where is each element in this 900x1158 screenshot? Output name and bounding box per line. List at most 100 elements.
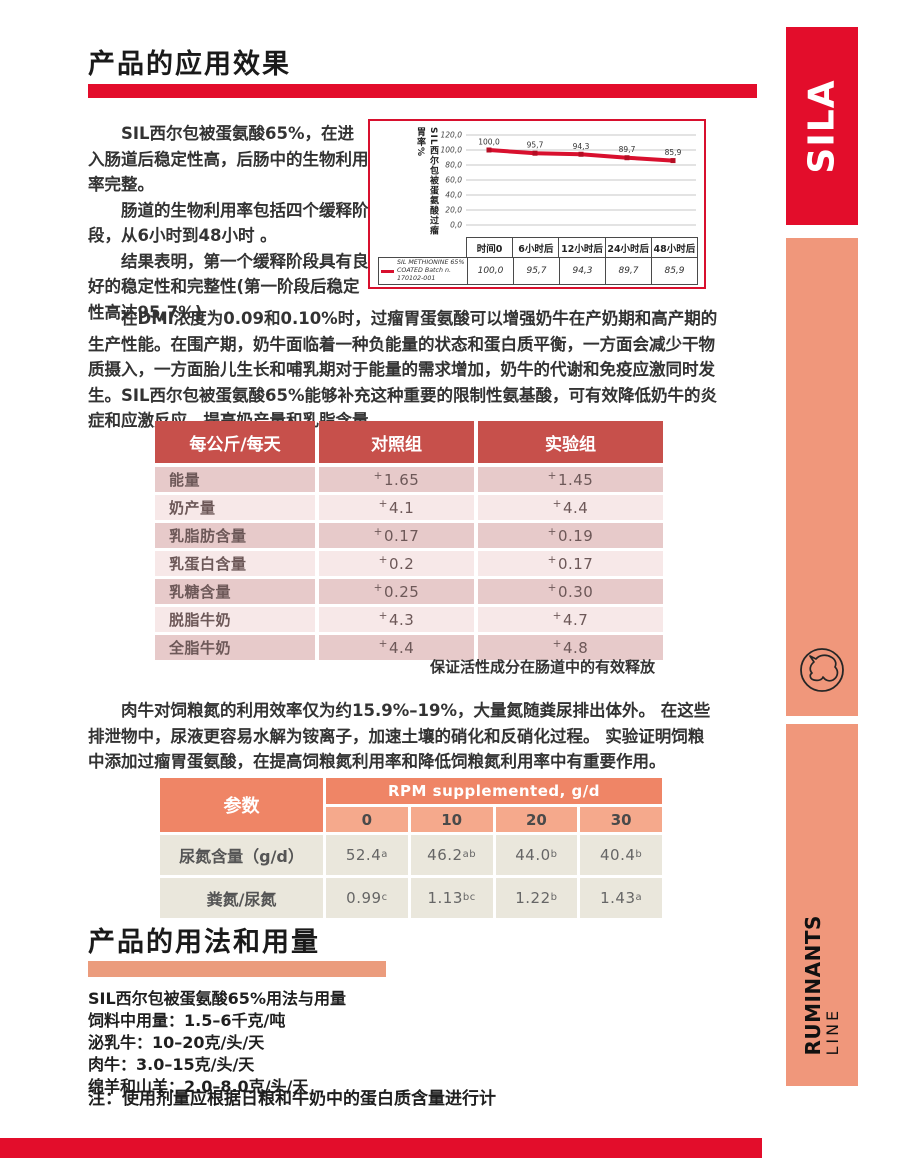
legend-label: SIL METHIONINE 65% COATED Batch n. 17010… bbox=[397, 259, 465, 282]
page-title: 产品的应用效果 bbox=[88, 49, 291, 80]
usage-block: SIL西尔包被蛋氨酸65%用法与用量 饲料中用量：1.5–6千克/吨 泌乳牛：1… bbox=[88, 988, 346, 1098]
intro-line-2: 肠道的生物利用率包括四个缓释阶段，从6小时到48小时 。 bbox=[88, 200, 369, 246]
chart-category-row: 时间0 6小时后 12小时后 24小时后 48小时后 bbox=[466, 237, 698, 258]
sidebar-strip-top bbox=[786, 238, 858, 716]
row-value: +0.19 bbox=[478, 523, 663, 548]
row-value: +1.45 bbox=[478, 467, 663, 492]
row-value: +0.25 bbox=[319, 579, 474, 604]
row-label: 全脂牛奶 bbox=[155, 635, 315, 660]
brand-label: SILA bbox=[801, 78, 843, 174]
row-value: +4.4 bbox=[478, 495, 663, 520]
row-value: +0.17 bbox=[319, 523, 474, 548]
sidebar-brand-tab: SILA bbox=[786, 27, 858, 225]
svg-text:120,0: 120,0 bbox=[441, 131, 463, 140]
chart-legend-row: SIL METHIONINE 65% COATED Batch n. 17010… bbox=[378, 257, 698, 285]
chart-category: 12小时后 bbox=[559, 238, 605, 257]
svg-text:80,0: 80,0 bbox=[445, 161, 462, 170]
svg-text:60,0: 60,0 bbox=[445, 176, 462, 185]
row-value: +4.4 bbox=[319, 635, 474, 660]
svg-text:89,7: 89,7 bbox=[619, 145, 636, 154]
row-label: 乳糖含量 bbox=[155, 579, 315, 604]
svg-text:94,3: 94,3 bbox=[573, 142, 590, 151]
intro-paragraph: SIL西尔包被蛋氨酸65%，在进入肠道后稳定性高，后肠中的生物利用率完整。 肠道… bbox=[88, 121, 370, 326]
chart-value: 85,9 bbox=[652, 258, 697, 284]
row-value: 44.0 b bbox=[495, 835, 578, 875]
svg-text:85,9: 85,9 bbox=[665, 148, 682, 157]
row-value: +0.17 bbox=[478, 551, 663, 576]
row-label: 奶产量 bbox=[155, 495, 315, 520]
row-label: 能量 bbox=[155, 467, 315, 492]
usage-line: 肉牛：3.0–15克/头/天 bbox=[88, 1055, 255, 1074]
row-value: 40.4 b bbox=[580, 835, 662, 875]
title-underline-bar bbox=[88, 84, 757, 98]
chart-category: 24小时后 bbox=[605, 238, 651, 257]
effects-table: 每公斤/每天 对照组 实验组 能量 +1.65 +1.45 奶产量 +4.1 +… bbox=[155, 421, 663, 660]
svg-text:40,0: 40,0 bbox=[445, 191, 462, 200]
param-header: 参数 bbox=[160, 778, 323, 832]
row-label: 粪氮/尿氮 bbox=[160, 878, 323, 918]
column-header: 每公斤/每天 bbox=[155, 421, 315, 463]
usage-underline-bar bbox=[88, 961, 386, 977]
footer-bar bbox=[0, 1138, 762, 1158]
chart-value: 95,7 bbox=[514, 258, 559, 284]
effects-table-body: 能量 +1.65 +1.45 奶产量 +4.1 +4.4 乳脂肪含量 +0.17… bbox=[155, 467, 663, 660]
sidebar-strip-bottom: RUMINANTS LINE bbox=[786, 724, 858, 1086]
column-header: 实验组 bbox=[478, 421, 663, 463]
cow-head-icon bbox=[800, 648, 844, 692]
usage-section-title: 产品的用法和用量 bbox=[88, 927, 320, 958]
svg-text:95,7: 95,7 bbox=[527, 141, 544, 150]
svg-text:0,0: 0,0 bbox=[450, 221, 462, 230]
row-value: +0.30 bbox=[478, 579, 663, 604]
group-header: RPM supplemented, g/d bbox=[326, 778, 662, 804]
row-value: 0.99 c bbox=[326, 878, 408, 918]
usage-line: 泌乳牛：10–20克/头/天 bbox=[88, 1033, 265, 1052]
dosage-note: 注：使用剂量应根据日粮和牛奶中的蛋白质含量进行计 bbox=[88, 1089, 496, 1109]
usage-line: SIL西尔包被蛋氨酸65%用法与用量 bbox=[88, 989, 346, 1008]
nitrogen-paragraph: 肉牛对饲粮氮的利用效率仅为约15.9%–19%，大量氮随粪尿排出体外。 在这些排… bbox=[88, 701, 711, 772]
chart-category: 48小时后 bbox=[651, 238, 697, 257]
row-value: 52.4 a bbox=[326, 835, 408, 875]
svg-text:100,0: 100,0 bbox=[478, 138, 500, 147]
row-label: 乳脂肪含量 bbox=[155, 523, 315, 548]
row-value: 1.13 bc bbox=[410, 878, 493, 918]
svg-text:100,0: 100,0 bbox=[441, 146, 463, 155]
row-value: 46.2 ab bbox=[410, 835, 493, 875]
legend-line-icon bbox=[381, 269, 394, 273]
chart-category: 6小时后 bbox=[513, 238, 559, 257]
row-label: 脱脂牛奶 bbox=[155, 607, 315, 632]
chart-category: 时间0 bbox=[467, 238, 513, 257]
dose-header: 0 bbox=[326, 807, 408, 832]
row-value: +4.3 bbox=[319, 607, 474, 632]
row-label: 尿氮含量（g/d） bbox=[160, 835, 323, 875]
row-value: +1.65 bbox=[319, 467, 474, 492]
chart-value: 100,0 bbox=[468, 258, 513, 284]
effects-table-header: 每公斤/每天 对照组 实验组 bbox=[155, 421, 663, 463]
chart-legend: SIL METHIONINE 65% COATED Batch n. 17010… bbox=[379, 258, 467, 284]
nitrogen-table: 参数 RPM supplemented, g/d 0 10 20 30 尿氮含量… bbox=[160, 778, 662, 918]
dose-header: 20 bbox=[495, 807, 578, 832]
usage-line: 饲料中用量：1.5–6千克/吨 bbox=[88, 1011, 286, 1030]
chart-y-axis-title: SIL西尔包被蛋氨酸过瘤胃率% bbox=[415, 127, 438, 236]
dmi-paragraph: 在DMI浓度为0.09和0.10%时，过瘤胃蛋氨酸可以增强奶牛在产奶期和高产期的… bbox=[88, 309, 718, 431]
ruminants-line-label: RUMINANTS LINE bbox=[800, 914, 842, 1056]
table-caption: 保证活性成分在肠道中的有效释放 bbox=[429, 658, 655, 676]
svg-text:20,0: 20,0 bbox=[445, 206, 462, 215]
row-value: +4.7 bbox=[478, 607, 663, 632]
column-header: 对照组 bbox=[319, 421, 474, 463]
chart-value: 89,7 bbox=[606, 258, 651, 284]
row-value: 1.22 b bbox=[495, 878, 578, 918]
intro-line-3: 结果表明，第一个缓释阶段具有良好的稳定性和完整性(第一阶段后稳定性高达95,7%… bbox=[88, 251, 369, 322]
row-value: +4.1 bbox=[319, 495, 474, 520]
dose-header: 10 bbox=[410, 807, 493, 832]
stability-chart: SIL西尔包被蛋氨酸过瘤胃率% 0,0 20,0 40,0 60,0 80,0 100,0… bbox=[368, 119, 706, 289]
row-value: +4.8 bbox=[478, 635, 663, 660]
row-label: 乳蛋白含量 bbox=[155, 551, 315, 576]
usage-line: 绵羊和山羊：2.0–8.0克/头/天 bbox=[88, 1077, 309, 1096]
chart-plot: 0,0 20,0 40,0 60,0 80,0 100,0 120,0 100,0 95,7 94… bbox=[441, 131, 696, 230]
row-value: 1.43 a bbox=[580, 878, 662, 918]
dose-header: 30 bbox=[580, 807, 662, 832]
row-value: +0.2 bbox=[319, 551, 474, 576]
chart-value: 94,3 bbox=[560, 258, 605, 284]
intro-line-1: SIL西尔包被蛋氨酸65%，在进入肠道后稳定性高，后肠中的生物利用率完整。 bbox=[88, 124, 369, 195]
